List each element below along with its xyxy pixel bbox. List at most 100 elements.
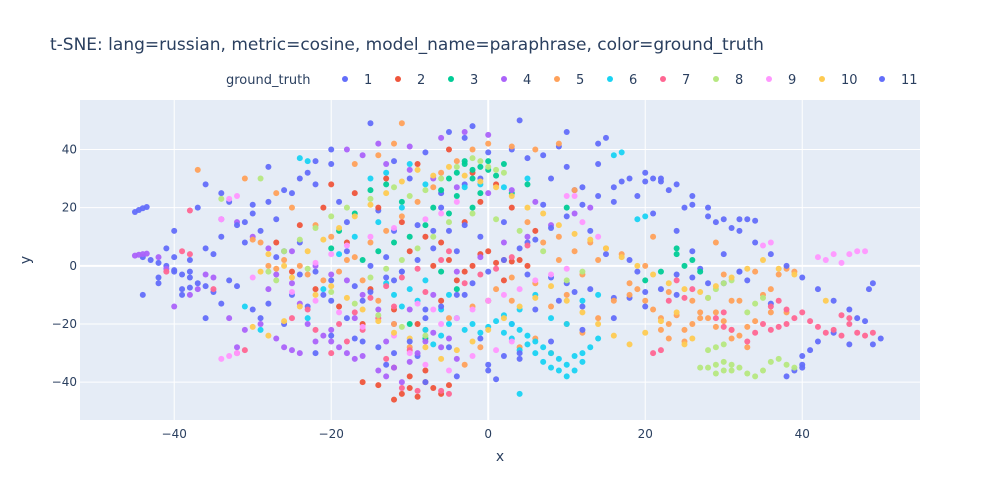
legend-item-9[interactable]: 9: [766, 73, 796, 88]
data-point: [414, 166, 421, 173]
data-point: [736, 332, 743, 339]
data-point: [430, 233, 437, 240]
data-point: [642, 178, 649, 185]
data-point: [336, 268, 343, 275]
data-point: [728, 297, 735, 304]
data-point: [265, 300, 272, 307]
data-point: [548, 175, 555, 182]
legend-label: 5: [576, 73, 584, 88]
data-point: [143, 250, 150, 257]
legend-item-7[interactable]: 7: [660, 73, 690, 88]
data-point: [453, 158, 460, 165]
data-point: [186, 274, 193, 281]
data-point: [210, 286, 217, 293]
data-point: [744, 265, 751, 272]
legend-item-2[interactable]: 2: [395, 73, 425, 88]
data-point: [579, 358, 586, 365]
data-point: [257, 315, 264, 322]
data-point: [642, 169, 649, 176]
data-point: [281, 318, 288, 325]
data-point: [822, 257, 829, 263]
data-point: [469, 306, 476, 313]
data-point: [398, 379, 405, 386]
data-point: [673, 245, 680, 252]
data-point: [171, 254, 178, 261]
plot-background: [80, 100, 920, 420]
data-point: [548, 315, 555, 322]
data-point: [422, 315, 429, 322]
x-tick-label: 20: [638, 427, 653, 441]
series-7: [163, 207, 876, 397]
data-point: [516, 257, 523, 263]
data-point: [579, 219, 586, 226]
data-point: [689, 257, 696, 263]
data-point: [642, 329, 649, 336]
data-point: [650, 175, 657, 182]
x-tick-label: −20: [319, 427, 344, 441]
legend-label: 3: [470, 73, 478, 88]
legend-marker: [607, 76, 613, 82]
data-point: [508, 258, 515, 265]
data-point: [595, 321, 602, 327]
data-point: [500, 353, 507, 359]
data-point: [626, 257, 633, 263]
data-point: [453, 163, 460, 170]
data-point: [728, 274, 735, 281]
data-point: [799, 364, 806, 371]
data-point: [485, 326, 492, 333]
data-point: [571, 230, 578, 237]
data-point: [516, 390, 523, 397]
legend-item-11[interactable]: 11: [879, 73, 918, 88]
data-point: [288, 204, 295, 211]
data-point: [343, 257, 350, 263]
data-point: [579, 303, 586, 310]
data-point: [438, 257, 445, 263]
legend-item-3[interactable]: 3: [448, 73, 478, 88]
data-point: [728, 367, 735, 374]
data-point: [179, 248, 186, 255]
data-point: [571, 187, 578, 194]
data-point: [830, 251, 837, 258]
data-point: [469, 166, 476, 173]
data-point: [469, 146, 476, 153]
data-point: [383, 254, 390, 261]
data-point: [548, 271, 555, 278]
data-point: [273, 239, 280, 246]
legend-item-6[interactable]: 6: [607, 73, 637, 88]
data-point: [312, 268, 319, 275]
data-point: [493, 286, 500, 293]
data-point: [657, 318, 664, 325]
data-point: [351, 254, 358, 261]
data-point: [265, 286, 272, 293]
data-point: [477, 344, 484, 351]
data-point: [186, 251, 193, 258]
data-point: [712, 323, 719, 330]
legend-item-4[interactable]: 4: [501, 73, 531, 88]
data-point: [375, 344, 382, 351]
data-point: [838, 259, 845, 266]
data-point: [445, 321, 452, 327]
legend-item-1[interactable]: 1: [342, 73, 372, 88]
data-point: [862, 318, 869, 325]
data-point: [438, 321, 445, 327]
data-point: [194, 280, 201, 287]
data-point: [398, 323, 405, 330]
data-point: [336, 321, 343, 327]
legend-item-5[interactable]: 5: [554, 73, 584, 88]
data-point: [775, 323, 782, 330]
legend-label: 8: [735, 73, 743, 88]
data-point: [579, 326, 586, 333]
data-point: [720, 323, 727, 330]
legend-item-8[interactable]: 8: [713, 73, 743, 88]
data-point: [453, 277, 460, 284]
data-point: [650, 210, 657, 217]
legend-marker: [501, 76, 507, 82]
legend-item-10[interactable]: 10: [819, 73, 858, 88]
data-point: [846, 306, 853, 313]
series-5: [194, 120, 798, 368]
data-point: [783, 262, 790, 269]
data-point: [375, 367, 382, 374]
data-point: [469, 175, 476, 182]
data-point: [540, 210, 547, 217]
data-point: [477, 178, 484, 185]
